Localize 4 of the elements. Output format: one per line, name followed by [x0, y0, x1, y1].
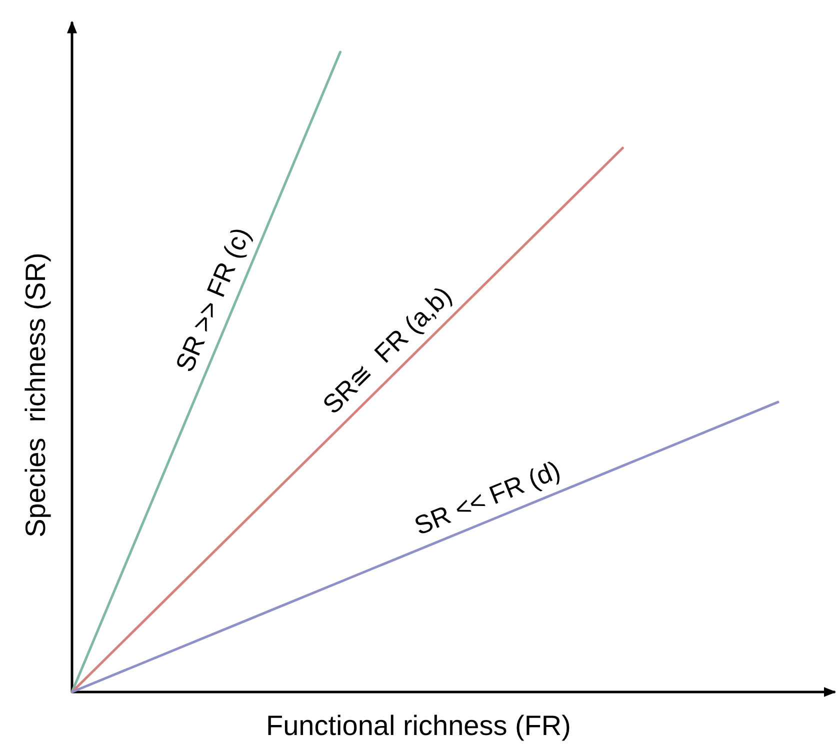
annotation: SR << FR (d) — [410, 454, 564, 541]
x-axis-title: Functional richness (FR) — [266, 710, 571, 741]
annotation: SR >> FR (c) — [169, 223, 256, 376]
y-axis-title: Species richness (SR) — [20, 252, 51, 538]
